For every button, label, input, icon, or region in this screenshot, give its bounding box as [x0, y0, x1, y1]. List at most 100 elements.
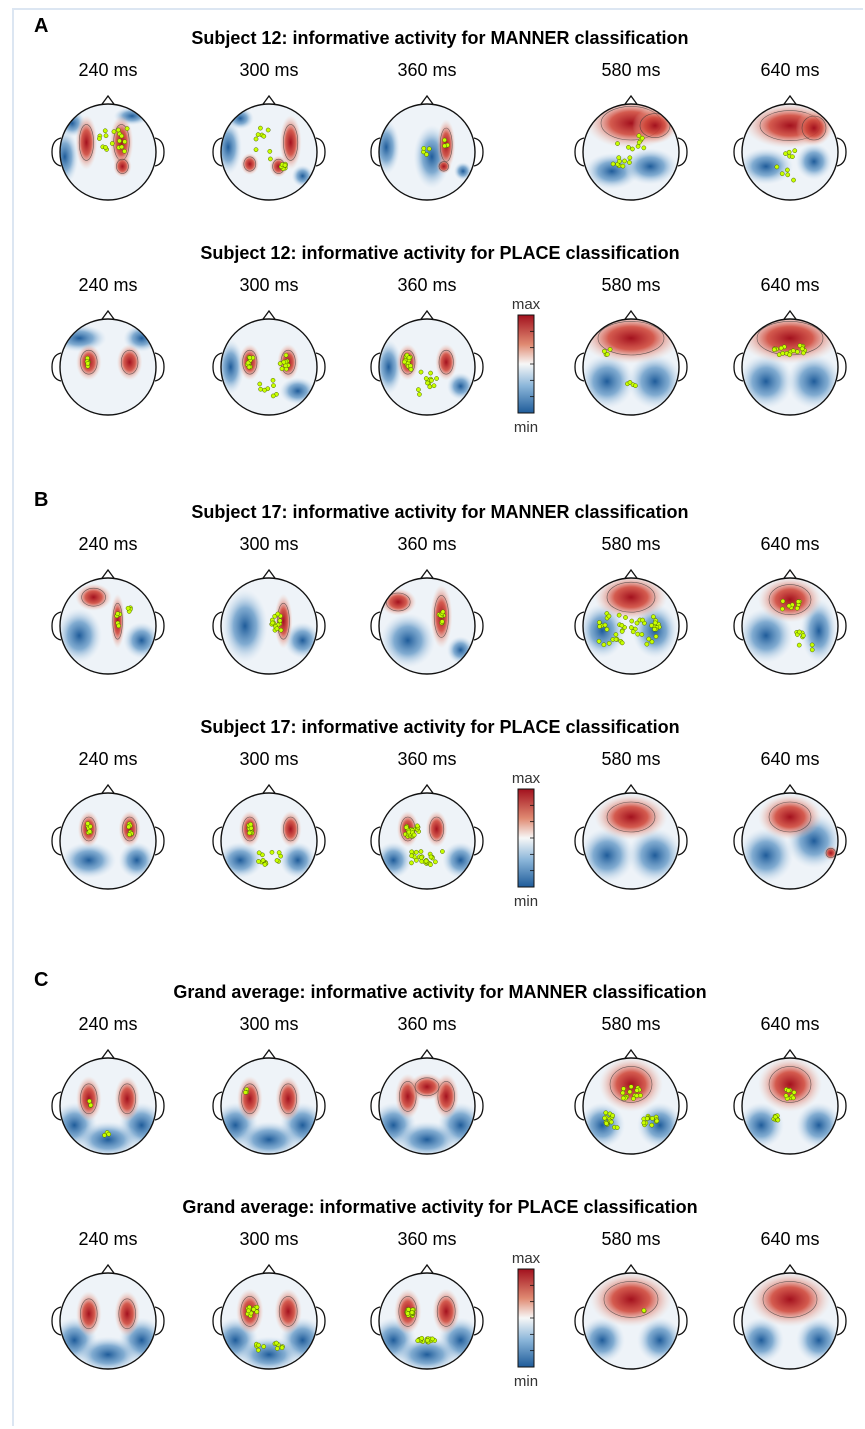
topomap-c-2-5	[733, 1263, 847, 1370]
cold-region	[380, 613, 436, 668]
colorbar-max-label: max	[512, 296, 541, 313]
timepoint-label: 240 ms	[78, 60, 137, 80]
right-ear-icon	[315, 1091, 326, 1121]
electrode-marker	[622, 158, 627, 164]
electrode-marker	[433, 859, 438, 865]
hot-region	[76, 1291, 102, 1337]
right-ear-icon	[473, 1306, 484, 1336]
cold-region	[226, 107, 254, 130]
cold-region	[60, 129, 79, 185]
electrode-marker	[260, 852, 265, 858]
timepoint-label: 580 ms	[601, 60, 660, 80]
cold-region	[583, 354, 635, 409]
cold-region	[395, 1121, 459, 1154]
electrode-marker	[429, 378, 434, 383]
left-ear-icon	[51, 1306, 62, 1336]
electrode-marker	[442, 143, 447, 149]
electrode-marker	[102, 128, 108, 134]
cold-region	[442, 841, 475, 879]
electrode-marker	[425, 380, 430, 386]
timepoint-label: 360 ms	[397, 275, 456, 295]
scalp-outline	[378, 1057, 476, 1155]
nose-icon	[782, 94, 798, 106]
electrode-marker	[262, 387, 267, 393]
timepoint-label: 360 ms	[397, 1229, 456, 1249]
electrode-marker	[274, 626, 280, 632]
electrode-marker	[119, 144, 125, 150]
electrode-marker	[801, 350, 806, 356]
topomap-c-1-2	[212, 1048, 326, 1155]
electrode-marker	[631, 1096, 636, 1102]
electrode-marker	[619, 640, 625, 646]
contour-line	[278, 1296, 298, 1327]
cold-region	[222, 589, 268, 663]
electrode-marker	[794, 349, 800, 355]
electrode-marker	[792, 148, 798, 154]
right-ear-icon	[315, 1306, 326, 1336]
nose-icon	[419, 783, 435, 795]
left-ear-icon	[51, 611, 62, 641]
right-ear-icon	[677, 611, 688, 641]
scalp-outline	[741, 103, 839, 201]
electrode-marker	[610, 161, 616, 167]
hot-region	[823, 845, 838, 861]
electrode-marker	[779, 171, 785, 177]
electrode-marker	[103, 145, 108, 150]
electrode-marker	[627, 155, 633, 161]
electrode-marker	[634, 1093, 640, 1099]
electrode-marker	[428, 862, 433, 868]
scalp-outline	[582, 1272, 680, 1370]
electrode-marker	[409, 853, 414, 859]
electrode-marker	[269, 849, 275, 855]
nose-icon	[100, 94, 116, 106]
electrode-marker	[87, 1098, 92, 1104]
cold-region	[221, 339, 245, 395]
electrode-marker	[253, 136, 259, 142]
electrode-marker	[649, 1122, 655, 1128]
left-ear-icon	[574, 826, 585, 856]
electrode-marker	[408, 367, 414, 372]
electrode-marker	[261, 1344, 267, 1349]
contour-line	[279, 1083, 297, 1115]
electrode-marker	[106, 1131, 112, 1137]
electrode-marker	[627, 160, 632, 165]
right-ear-icon	[473, 137, 484, 167]
electrode-marker	[261, 133, 267, 139]
colorbar-min-label: min	[514, 893, 538, 910]
electrode-marker	[790, 154, 795, 160]
topomap-b-1-3	[370, 568, 484, 675]
timepoint-label: 580 ms	[601, 275, 660, 295]
electrode-marker	[85, 821, 91, 826]
electrode-marker	[786, 603, 792, 609]
scalp-outline	[378, 577, 476, 675]
scalp-outline	[378, 792, 476, 890]
electrode-marker	[771, 347, 777, 353]
topomap-a-1-4	[574, 94, 688, 201]
left-ear-icon	[212, 137, 223, 167]
left-ear-icon	[733, 826, 744, 856]
cold-region	[742, 608, 794, 663]
electrode-marker	[786, 149, 792, 155]
scalp-outline	[741, 577, 839, 675]
nose-icon	[419, 568, 435, 580]
left-ear-icon	[733, 1091, 744, 1121]
nose-icon	[623, 783, 639, 795]
scalp-outline	[220, 1272, 318, 1370]
electrode-marker	[126, 824, 132, 830]
electrode-marker	[439, 619, 445, 624]
timepoint-label: 580 ms	[601, 1229, 660, 1249]
electrode-marker	[411, 832, 417, 838]
topomap-b-1-1	[51, 568, 165, 675]
nose-icon	[419, 1048, 435, 1060]
timepoint-label: 300 ms	[239, 534, 298, 554]
topomap-a-2-3	[370, 309, 484, 416]
scalp-outline	[220, 1057, 318, 1155]
electrode-marker	[635, 144, 641, 149]
right-ear-icon	[315, 611, 326, 641]
timepoint-label: 300 ms	[239, 1014, 298, 1034]
cold-region	[742, 828, 794, 883]
electrode-marker	[282, 162, 288, 168]
right-ear-icon	[836, 611, 847, 641]
timepoint-label: 360 ms	[397, 60, 456, 80]
electrode-marker	[258, 125, 263, 131]
